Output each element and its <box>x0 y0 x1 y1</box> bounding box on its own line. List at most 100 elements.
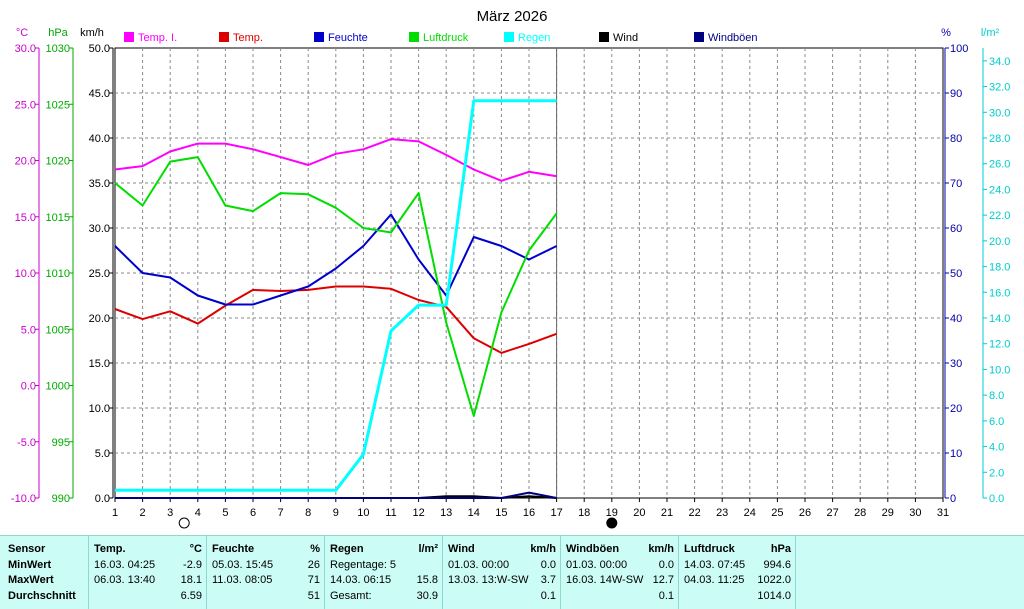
series-line-temp <box>114 285 557 354</box>
stats-cell-label: 14.03. 06:15 <box>330 574 392 586</box>
stats-cell-label: 01.03. 00:00 <box>448 558 510 571</box>
humidity-axis-tick-label: 50 <box>950 268 962 280</box>
x-tick-label: 21 <box>661 507 673 519</box>
x-tick-label: 4 <box>195 507 201 519</box>
x-tick-label: 26 <box>799 507 811 519</box>
stats-cell: 16.03. 14W-SW 12.7 <box>566 573 674 589</box>
legend: Temp. I. Temp. Feuchte Luftdruck Regen Wind Wi… <box>124 32 758 44</box>
x-tick-label: 30 <box>909 507 921 519</box>
stats-column-name: Windböen <box>566 543 620 555</box>
x-tick-label: 25 <box>771 507 783 519</box>
stats-cell: 1014.0 <box>684 589 791 605</box>
series-line-windb-en <box>115 491 557 499</box>
humidity-axis-unit: % <box>941 27 951 39</box>
x-tick-label: 17 <box>550 507 562 519</box>
stats-cell: 0.1 <box>448 589 556 605</box>
legend-swatch-feuchte <box>314 32 324 42</box>
wind-axis-tick-label: 0.0 <box>95 493 110 505</box>
humidity-axis-tick-label: 90 <box>950 88 962 100</box>
stats-column-luftdruck: Luftdruck hPa 14.03. 07:45 994.6 04.03. 11:2… <box>678 536 796 609</box>
stats-table: Sensor MinWert MaxWert Durchschnitt Temp… <box>0 535 1024 609</box>
x-tick-label: 24 <box>744 507 756 519</box>
stats-cell-value: 0.0 <box>658 558 674 571</box>
stats-cell-label: Gesamt: <box>330 589 372 602</box>
series-line-temp-i <box>114 138 557 182</box>
rain-axis-tick-label: 0.0 <box>989 493 1004 505</box>
x-tick-label: 15 <box>495 507 507 519</box>
stats-cell-value: 26 <box>307 558 320 571</box>
pressure-axis-tick-label: 1010 <box>46 268 70 280</box>
stats-cell: 13.03. 13:W-SW 3.7 <box>448 573 556 589</box>
x-tick-label: 16 <box>523 507 535 519</box>
x-tick-label: 10 <box>357 507 369 519</box>
wind-axis-unit: km/h <box>80 27 104 39</box>
series-line-luftdruck <box>114 156 558 417</box>
stats-column-name: Luftdruck <box>684 543 735 555</box>
rain-axis-tick-label: 34.0 <box>989 56 1010 68</box>
humidity-axis-tick-label: 20 <box>950 403 962 415</box>
stats-cell: 51 <box>212 589 320 605</box>
temp-axis-tick-label: 0.0 <box>21 381 36 393</box>
stats-cell: 11.03. 08:05 71 <box>212 573 320 589</box>
stats-cell: 14.03. 07:45 994.6 <box>684 558 791 574</box>
series-line-regen <box>115 99 557 492</box>
pressure-axis-tick-label: 1005 <box>46 324 70 336</box>
x-tick-label: 7 <box>278 507 284 519</box>
stats-cell: 14.03. 06:15 15.8 <box>330 573 438 589</box>
wind-axis-tick-label: 35.0 <box>89 178 110 190</box>
plot-area <box>114 99 558 499</box>
stats-column-header: Luftdruck hPa <box>684 542 791 558</box>
temp-axis-tick-label: 10.0 <box>15 268 36 280</box>
stats-column-temp: Temp. °C 16.03. 04:25 -2.9 06.03. 13:40 18.1 6… <box>88 536 206 609</box>
stats-cell-label: 13.03. 13:W-SW <box>448 574 529 586</box>
pressure-axis-tick-label: 1015 <box>46 212 70 224</box>
rain-axis-unit: l/m² <box>981 27 1000 39</box>
stats-cell-label: 05.03. 15:45 <box>212 558 274 571</box>
wind-axis-tick-label: 5.0 <box>95 448 110 460</box>
stats-cell: 16.03. 04:25 -2.9 <box>94 558 202 574</box>
series-line-feuchte <box>114 213 558 306</box>
stats-row-label: Durchschnitt <box>8 589 76 602</box>
stats-column-windb-en: Windböen km/h 01.03. 00:00 0.0 16.03. 14W-SW… <box>560 536 678 609</box>
stats-cell-label: 06.03. 13:40 <box>94 574 156 586</box>
stats-column-unit: km/h <box>648 543 674 555</box>
stats-cell: 01.03. 00:00 0.0 <box>448 558 556 574</box>
x-tick-label: 6 <box>250 507 256 519</box>
x-tick-label: 18 <box>578 507 590 519</box>
legend-swatch-temp <box>219 32 229 42</box>
stats-column-name: Wind <box>448 543 475 555</box>
legend-swatch-regen <box>504 32 514 42</box>
rain-axis-tick-label: 10.0 <box>989 364 1010 376</box>
stats-cell: 0.1 <box>566 589 674 605</box>
x-tick-label: 3 <box>167 507 173 519</box>
wind-axis-tick-label: 50.0 <box>89 43 110 55</box>
stats-header-sensor: Sensor <box>8 543 46 555</box>
stats-row-label: MaxWert <box>8 574 54 586</box>
humidity-axis-tick-label: 100 <box>950 43 968 55</box>
humidity-axis-tick-label: 80 <box>950 133 962 145</box>
x-tick-label: 22 <box>688 507 700 519</box>
chart-title: März 2026 <box>477 8 548 25</box>
full-moon-icon <box>178 517 190 529</box>
stats-cell-value: 1022.0 <box>757 574 791 586</box>
rain-axis-tick-label: 6.0 <box>989 416 1004 428</box>
x-tick-label: 27 <box>826 507 838 519</box>
stats-cell-label: 01.03. 00:00 <box>566 558 628 571</box>
legend-swatch-temp-i <box>124 32 134 42</box>
stats-column-header: Feuchte% <box>212 542 320 558</box>
stats-cell-value: 30.9 <box>416 589 438 602</box>
rain-axis-tick-label: 24.0 <box>989 184 1010 196</box>
wind-axis-tick-label: 45.0 <box>89 88 110 100</box>
x-tick-label: 29 <box>882 507 894 519</box>
stats-cell-value: -2.9 <box>183 558 202 571</box>
rain-axis-tick-label: 8.0 <box>989 390 1004 402</box>
legend-label-luftdruck: Luftdruck <box>423 32 469 44</box>
temp-axis-tick-label: 20.0 <box>15 156 36 168</box>
rain-axis-tick-label: 26.0 <box>989 159 1010 171</box>
pressure-axis-tick-label: 1000 <box>46 381 70 393</box>
wind-axis-tick-label: 15.0 <box>89 358 110 370</box>
legend-swatch-luftdruck <box>409 32 419 42</box>
stats-label-column: Sensor MinWert MaxWert Durchschnitt <box>0 536 88 609</box>
humidity-axis-tick-label: 70 <box>950 178 962 190</box>
x-tick-label: 14 <box>468 507 480 519</box>
